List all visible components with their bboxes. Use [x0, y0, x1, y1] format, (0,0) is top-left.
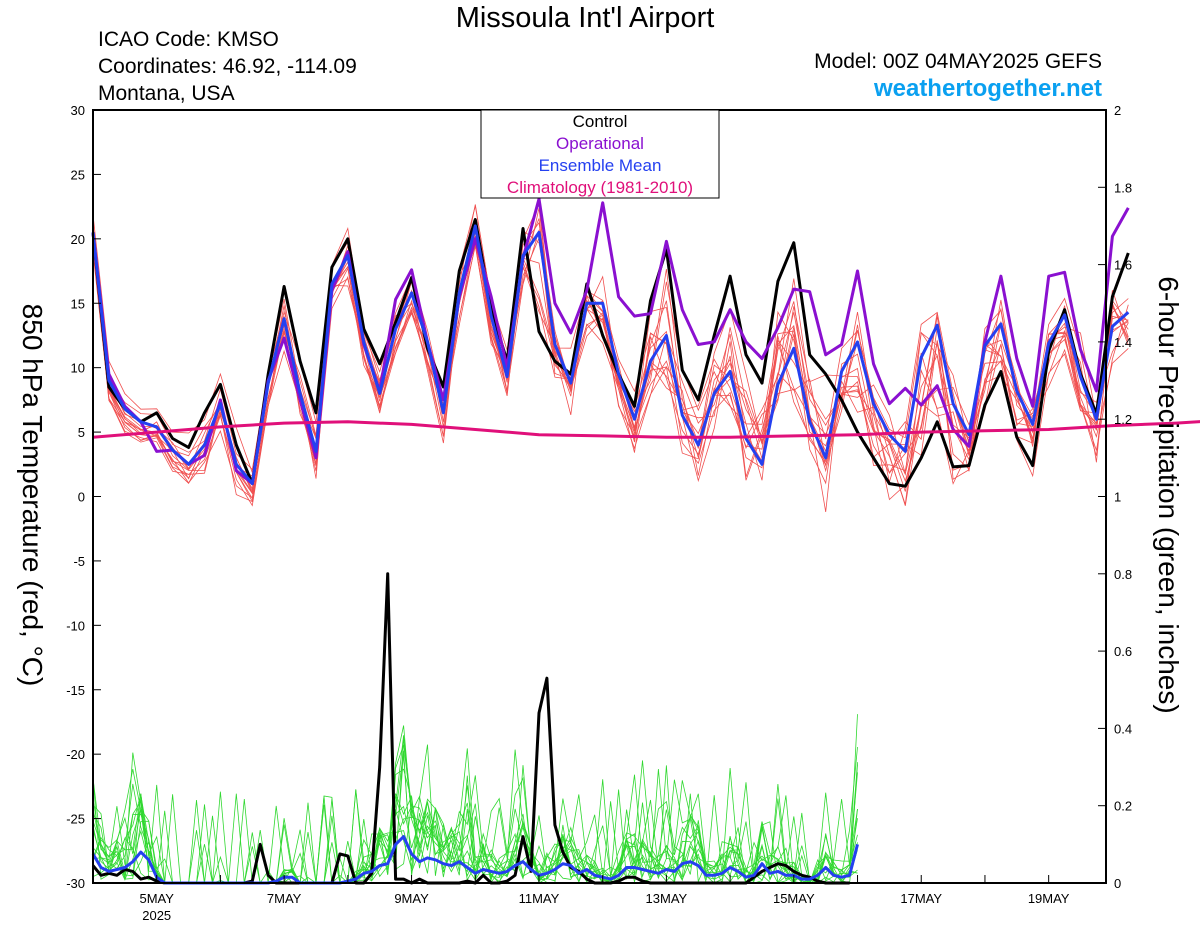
y-tick-label: 15 [71, 296, 85, 311]
temp-ensemble-mean-line [91, 224, 1130, 486]
x-tick-label: 13MAY [646, 891, 688, 906]
y2-tick-label: 1.8 [1114, 180, 1132, 195]
x-tick-year-label: 2025 [142, 908, 171, 923]
y2-tick-label: 0 [1114, 876, 1121, 891]
temp-member-line [92, 231, 1129, 506]
x-tick-label: 5MAY [139, 891, 174, 906]
coordinates: Coordinates: 46.92, -114.09 [98, 55, 357, 78]
y2-tick-label: 0.4 [1114, 721, 1132, 736]
location: Montana, USA [98, 82, 235, 105]
y2-tick-label: 1 [1114, 490, 1121, 505]
right-axis-label: 6-hour Precipitation (green, inches) [1153, 276, 1184, 714]
legend-box [480, 109, 720, 199]
y2-tick-label: 2 [1114, 103, 1121, 118]
y2-tick-label: 0.8 [1114, 567, 1132, 582]
temp-control-line [91, 218, 1130, 488]
x-tick-label: 15MAY [773, 891, 815, 906]
y-tick-label: -10 [66, 618, 85, 633]
model-run: Model: 00Z 04MAY2025 GEFS [814, 50, 1102, 73]
y-tick-label: 25 [71, 167, 85, 182]
x-tick-label: 7MAY [267, 891, 302, 906]
y-tick-label: -20 [66, 747, 85, 762]
chart-title: Missoula Int'l Airport [455, 2, 715, 34]
series-lines [91, 197, 1200, 885]
y2-tick-label: 0.6 [1114, 644, 1132, 659]
y-tick-label: -15 [66, 683, 85, 698]
temp-climatology-1981-2010-line [92, 420, 1200, 439]
temp-member-line [92, 243, 1129, 507]
y-tick-label: 10 [71, 361, 85, 376]
legend: Control Operational Ensemble Mean Climatolo… [480, 109, 720, 199]
axes: 302520151050-5-10-15-20-25-3021.81.61.41… [66, 103, 1132, 923]
y2-tick-label: 1.4 [1114, 335, 1132, 350]
icao-code: ICAO Code: KMSO [98, 28, 279, 51]
y-tick-label: -30 [66, 876, 85, 891]
legend-entry: Operational [556, 134, 644, 153]
x-tick-label: 19MAY [1028, 891, 1070, 906]
y-tick-label: 20 [71, 232, 85, 247]
legend-entry: Control [573, 112, 628, 131]
ensemble-members [92, 202, 1129, 885]
x-tick-label: 17MAY [900, 891, 942, 906]
x-tick-label: 9MAY [394, 891, 429, 906]
legend-entry: Ensemble Mean [539, 156, 662, 175]
y2-tick-label: 0.2 [1114, 799, 1132, 814]
legend-entry: Climatology (1981-2010) [507, 178, 693, 197]
y-tick-label: -25 [66, 812, 85, 827]
y2-tick-label: 1.2 [1114, 412, 1132, 427]
y-tick-label: 30 [71, 103, 85, 118]
website-credit: weathertogether.net [873, 75, 1102, 102]
left-axis-label: 850 hPa Temperature (red, °C) [17, 303, 48, 687]
y-tick-label: -5 [73, 554, 85, 569]
y-tick-label: 0 [78, 490, 85, 505]
y2-tick-label: 1.6 [1114, 258, 1132, 273]
temp-member-line [92, 235, 1129, 501]
y-tick-label: 5 [78, 425, 85, 440]
x-tick-label: 11MAY [519, 891, 560, 906]
